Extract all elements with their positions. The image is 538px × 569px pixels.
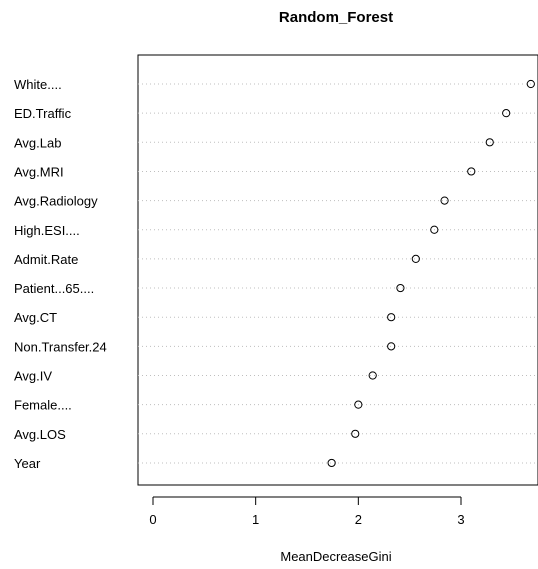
category-label: Avg.LOS	[14, 427, 66, 442]
category-label: Avg.MRI	[14, 164, 64, 179]
data-point	[526, 79, 535, 89]
x-tick-label: 3	[457, 512, 464, 527]
data-point	[430, 225, 439, 234]
category-label: Female....	[14, 398, 72, 413]
category-label: Admit.Rate	[14, 252, 78, 267]
chart-title: Random_Forest	[279, 9, 393, 26]
category-label: Patient...65....	[14, 281, 94, 296]
data-point	[440, 196, 449, 205]
category-label: White....	[14, 77, 62, 92]
data-point	[485, 138, 494, 147]
category-label: Year	[14, 456, 41, 471]
data-point	[467, 167, 476, 176]
data-point	[387, 313, 396, 322]
category-label: Avg.Radiology	[14, 194, 98, 209]
data-point	[411, 254, 420, 263]
category-label: ED.Traffic	[14, 106, 72, 121]
plot-box	[137, 54, 538, 486]
category-label: Avg.Lab	[14, 135, 61, 150]
data-point	[354, 400, 363, 409]
x-axis: 0 1 2 3	[149, 496, 465, 527]
data-point	[368, 371, 377, 380]
category-label: High.ESI....	[14, 223, 80, 238]
x-tick-label: 1	[252, 512, 259, 527]
category-label: Avg.CT	[14, 310, 57, 325]
data-points	[327, 79, 535, 468]
category-labels: White.... ED.Traffic Avg.Lab Avg.MRI Avg.Rad…	[14, 77, 107, 471]
x-tick-label: 2	[355, 512, 362, 527]
data-point	[387, 342, 396, 351]
data-point	[327, 458, 336, 468]
data-point	[351, 429, 360, 438]
data-point	[396, 283, 405, 293]
data-point	[502, 109, 511, 118]
grid-layer	[138, 83, 538, 464]
x-tick-label: 0	[149, 512, 156, 527]
x-axis-label: MeanDecreaseGini	[280, 549, 391, 564]
category-label: Non.Transfer.24	[14, 339, 107, 354]
category-label: Avg.IV	[14, 369, 52, 384]
